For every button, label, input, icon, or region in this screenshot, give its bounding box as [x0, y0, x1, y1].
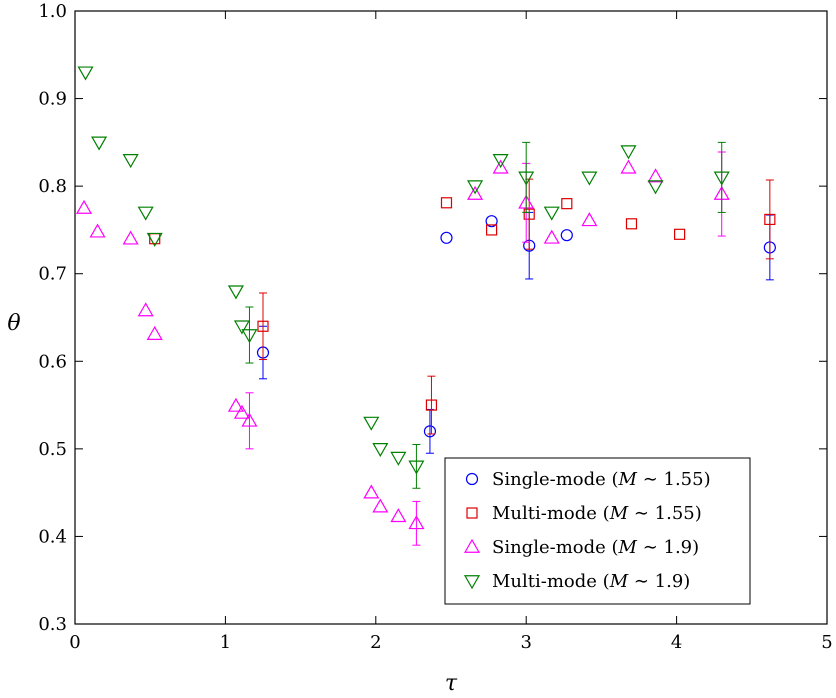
data-point [91, 136, 108, 151]
y-tick-label: 0.9 [38, 89, 67, 110]
x-axis-label: τ [445, 671, 458, 696]
data-point [233, 404, 250, 419]
data-point [764, 213, 776, 226]
legend-label-var: M [609, 571, 629, 592]
data-point [241, 329, 258, 344]
data-point [122, 230, 139, 245]
y-tick-label: 0.6 [38, 351, 67, 372]
data-point [543, 229, 560, 244]
data-point [523, 208, 535, 220]
data-point [137, 206, 154, 221]
legend-label-prefix: Single-mode ( [492, 469, 619, 490]
data-point [467, 180, 484, 195]
legend-label-var: M [618, 537, 638, 558]
plot-frame [74, 10, 828, 625]
data-point [543, 206, 560, 221]
series-triangle-down [77, 66, 730, 489]
data-point [647, 168, 664, 183]
legend-label-prefix: Single-mode ( [492, 537, 619, 558]
data-point [440, 231, 453, 244]
x-tick-label: 4 [671, 632, 682, 653]
x-tick-label: 5 [821, 632, 832, 653]
series-circle [256, 211, 776, 454]
legend-label: Multi-mode (M ∼ 1.9) [492, 571, 690, 592]
data-point [408, 515, 425, 530]
data-point [122, 154, 139, 169]
legend-box [444, 457, 751, 605]
data-point [492, 159, 509, 174]
y-tick-label: 0.7 [38, 264, 67, 285]
series-square [149, 178, 776, 435]
data-point [227, 397, 244, 412]
data-point [137, 302, 154, 317]
data-point [241, 412, 258, 427]
legend-label-var: M [609, 503, 629, 524]
legend-label-suffix: ∼ 1.9) [637, 537, 699, 558]
data-markers [75, 66, 776, 546]
data-point [227, 285, 244, 300]
data-point [518, 171, 535, 186]
data-point [146, 232, 163, 247]
legend-marker [466, 507, 478, 519]
data-point [257, 320, 269, 332]
axes: 0 1 2 3 4 5 0.3 0.4 0.5 0.6 0.7 0.8 0.9 1.0 [38, 1, 832, 653]
data-point [620, 159, 637, 174]
data-point [77, 66, 94, 81]
x-tick-label: 1 [220, 632, 231, 653]
plot-area [74, 10, 828, 625]
legend-marker [463, 575, 481, 590]
data-point [440, 197, 453, 209]
data-point [560, 229, 573, 242]
data-point [363, 484, 380, 499]
x-tick-label: 3 [520, 632, 531, 653]
legend-label: Single-mode (M ∼ 1.55) [492, 469, 711, 490]
data-point [363, 416, 380, 431]
data-point [647, 180, 664, 195]
legend-label-prefix: Multi-mode ( [492, 571, 610, 592]
data-point [486, 224, 498, 236]
data-point [408, 460, 425, 475]
legend-marker [465, 472, 479, 486]
data-point [620, 145, 637, 160]
legend-label-var: M [618, 469, 638, 490]
y-axis-label: θ [7, 311, 20, 336]
data-point [372, 498, 389, 513]
data-point [146, 325, 163, 340]
y-tick-label: 1.0 [38, 1, 67, 22]
x-tick-label: 0 [69, 632, 80, 653]
data-point [372, 443, 389, 458]
data-point [89, 223, 106, 238]
data-point [467, 185, 484, 200]
y-tick-label: 0.3 [38, 614, 67, 635]
data-point [75, 199, 93, 214]
data-point [581, 171, 598, 186]
legend-label-suffix: ∼ 1.55) [628, 503, 702, 524]
data-point [713, 171, 730, 186]
data-point [492, 154, 509, 169]
y-tick-label: 0.5 [38, 439, 67, 460]
y-tick-label: 0.8 [38, 176, 67, 197]
legend-label: Multi-mode (M ∼ 1.55) [492, 503, 702, 524]
legend-marker [463, 538, 481, 553]
data-point [625, 218, 638, 230]
y-tick-label: 0.4 [38, 526, 67, 547]
legend: Single-mode (M ∼ 1.55)Multi-mode (M ∼ 1.… [444, 457, 751, 605]
data-point [485, 215, 498, 228]
legend-label-suffix: ∼ 1.55) [637, 469, 711, 490]
data-point [423, 425, 437, 438]
data-point [674, 228, 686, 240]
data-point [390, 451, 407, 466]
legend-label-prefix: Multi-mode ( [492, 503, 610, 524]
data-point [233, 320, 250, 335]
x-tick-label: 2 [370, 632, 381, 653]
legend-label: Single-mode (M ∼ 1.9) [492, 537, 699, 558]
legend-label-suffix: ∼ 1.9) [628, 571, 690, 592]
data-point [390, 508, 407, 523]
data-point [581, 212, 598, 227]
data-point [561, 198, 573, 210]
data-point [425, 399, 438, 411]
